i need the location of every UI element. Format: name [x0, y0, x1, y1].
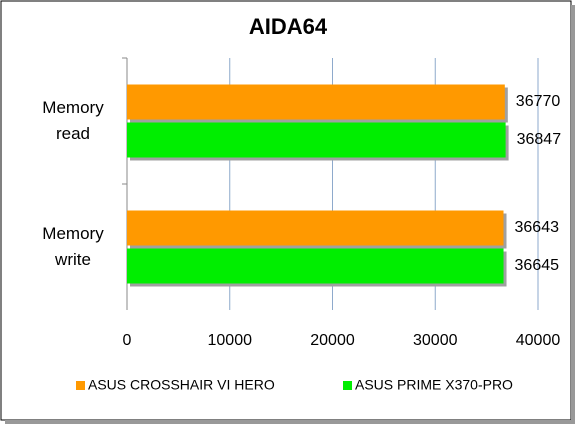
- y-tick-label: Memory write: [42, 224, 104, 269]
- x-tick-label: 40000: [516, 332, 561, 349]
- x-tick-label: 20000: [310, 332, 355, 349]
- value-label: 36770: [516, 93, 561, 110]
- legend-label: ASUS PRIME X370-PRO: [355, 377, 513, 393]
- legend-swatch: [343, 381, 352, 390]
- bar: [127, 84, 505, 120]
- value-label: 36643: [515, 219, 560, 236]
- frame-shadow: [571, 5, 575, 424]
- legend-swatch: [76, 381, 85, 390]
- frame-shadow: [5, 420, 575, 424]
- legend-label: ASUS CROSSHAIR VI HERO: [88, 377, 275, 393]
- bar: [127, 248, 504, 284]
- bar: [127, 122, 506, 158]
- value-label: 36847: [517, 131, 562, 148]
- y-tick-label: Memory read: [42, 98, 104, 143]
- value-label: 36645: [515, 257, 560, 274]
- x-tick-label: 30000: [413, 332, 458, 349]
- bar: [127, 210, 504, 246]
- x-tick-label: 10000: [208, 332, 253, 349]
- chart-title: AIDA64: [249, 14, 328, 39]
- x-tick-label: 0: [123, 332, 132, 349]
